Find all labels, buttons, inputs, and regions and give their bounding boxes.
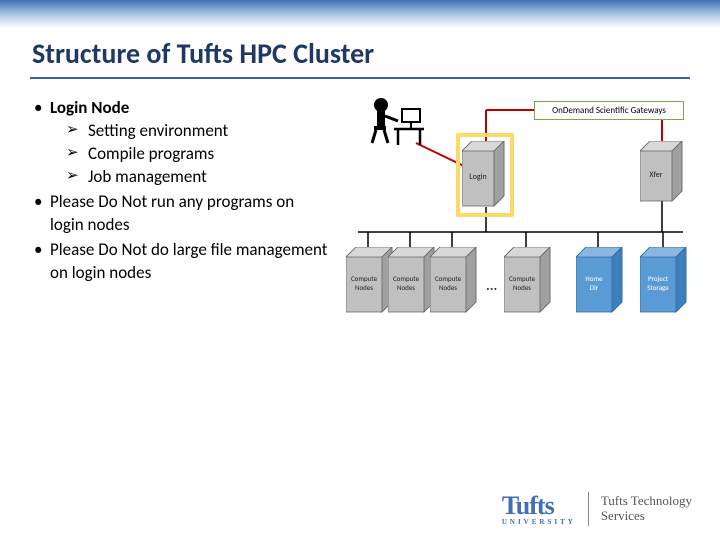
content-row: Login Node Setting environment Compile p… bbox=[0, 79, 720, 357]
project-storage-node: Project Storage bbox=[640, 247, 690, 317]
footer: Tufts UNIVERSITY Tufts Technology Servic… bbox=[502, 491, 692, 526]
svg-text:Nodes: Nodes bbox=[355, 283, 373, 292]
list-item: Please Do Not run any programs on login … bbox=[30, 191, 330, 237]
hpc-diagram: OnDemand Scientific Gateways Login Xfer … bbox=[338, 97, 698, 357]
svg-text:Xfer: Xfer bbox=[649, 170, 662, 180]
ondemand-label: OnDemand Scientific Gateways bbox=[552, 105, 666, 116]
svg-text:Nodes: Nodes bbox=[397, 283, 415, 292]
svg-text:Compute: Compute bbox=[435, 274, 462, 283]
compute-node: Compute Nodes bbox=[504, 247, 554, 317]
page-title: Structure of Tufts HPC Cluster bbox=[0, 28, 720, 71]
svg-text:Nodes: Nodes bbox=[439, 283, 457, 292]
user-icon bbox=[358, 95, 428, 151]
list-item: Compile programs bbox=[66, 143, 330, 166]
list-item: Login Node Setting environment Compile p… bbox=[30, 97, 330, 189]
tts-label: Tufts Technology Services bbox=[601, 494, 692, 524]
footer-divider bbox=[588, 492, 589, 526]
ondemand-box: OnDemand Scientific Gateways bbox=[534, 101, 684, 120]
svg-text:Compute: Compute bbox=[351, 274, 378, 283]
svg-text:Login: Login bbox=[469, 172, 486, 182]
tufts-university: UNIVERSITY bbox=[502, 518, 576, 526]
tts-line2: Services bbox=[601, 509, 692, 524]
svg-text:Compute: Compute bbox=[509, 274, 536, 283]
list-item: Job management bbox=[66, 166, 330, 189]
svg-text:Nodes: Nodes bbox=[513, 283, 531, 292]
compute-node: Compute Nodes bbox=[430, 247, 480, 317]
home-dir-node: Home Dir bbox=[576, 247, 626, 317]
header-gradient bbox=[0, 0, 720, 28]
svg-text:Dir: Dir bbox=[590, 283, 599, 292]
list-item: Please Do Not do large file management o… bbox=[30, 239, 330, 285]
svg-text:Project: Project bbox=[648, 274, 669, 283]
tts-line1: Tufts Technology bbox=[601, 494, 692, 509]
tufts-wordmark: Tufts bbox=[502, 491, 554, 520]
bullet-login-node: Login Node bbox=[50, 97, 129, 118]
list-item: Setting environment bbox=[66, 120, 330, 143]
login-node: Login bbox=[462, 141, 508, 211]
tufts-logo: Tufts UNIVERSITY bbox=[502, 491, 576, 526]
svg-text:Home: Home bbox=[585, 274, 603, 283]
xfer-node: Xfer bbox=[640, 141, 686, 205]
bullet-column: Login Node Setting environment Compile p… bbox=[30, 97, 330, 357]
svg-text:Compute: Compute bbox=[393, 274, 420, 283]
svg-text:Storage: Storage bbox=[647, 283, 669, 292]
ellipsis: ... bbox=[486, 277, 497, 294]
